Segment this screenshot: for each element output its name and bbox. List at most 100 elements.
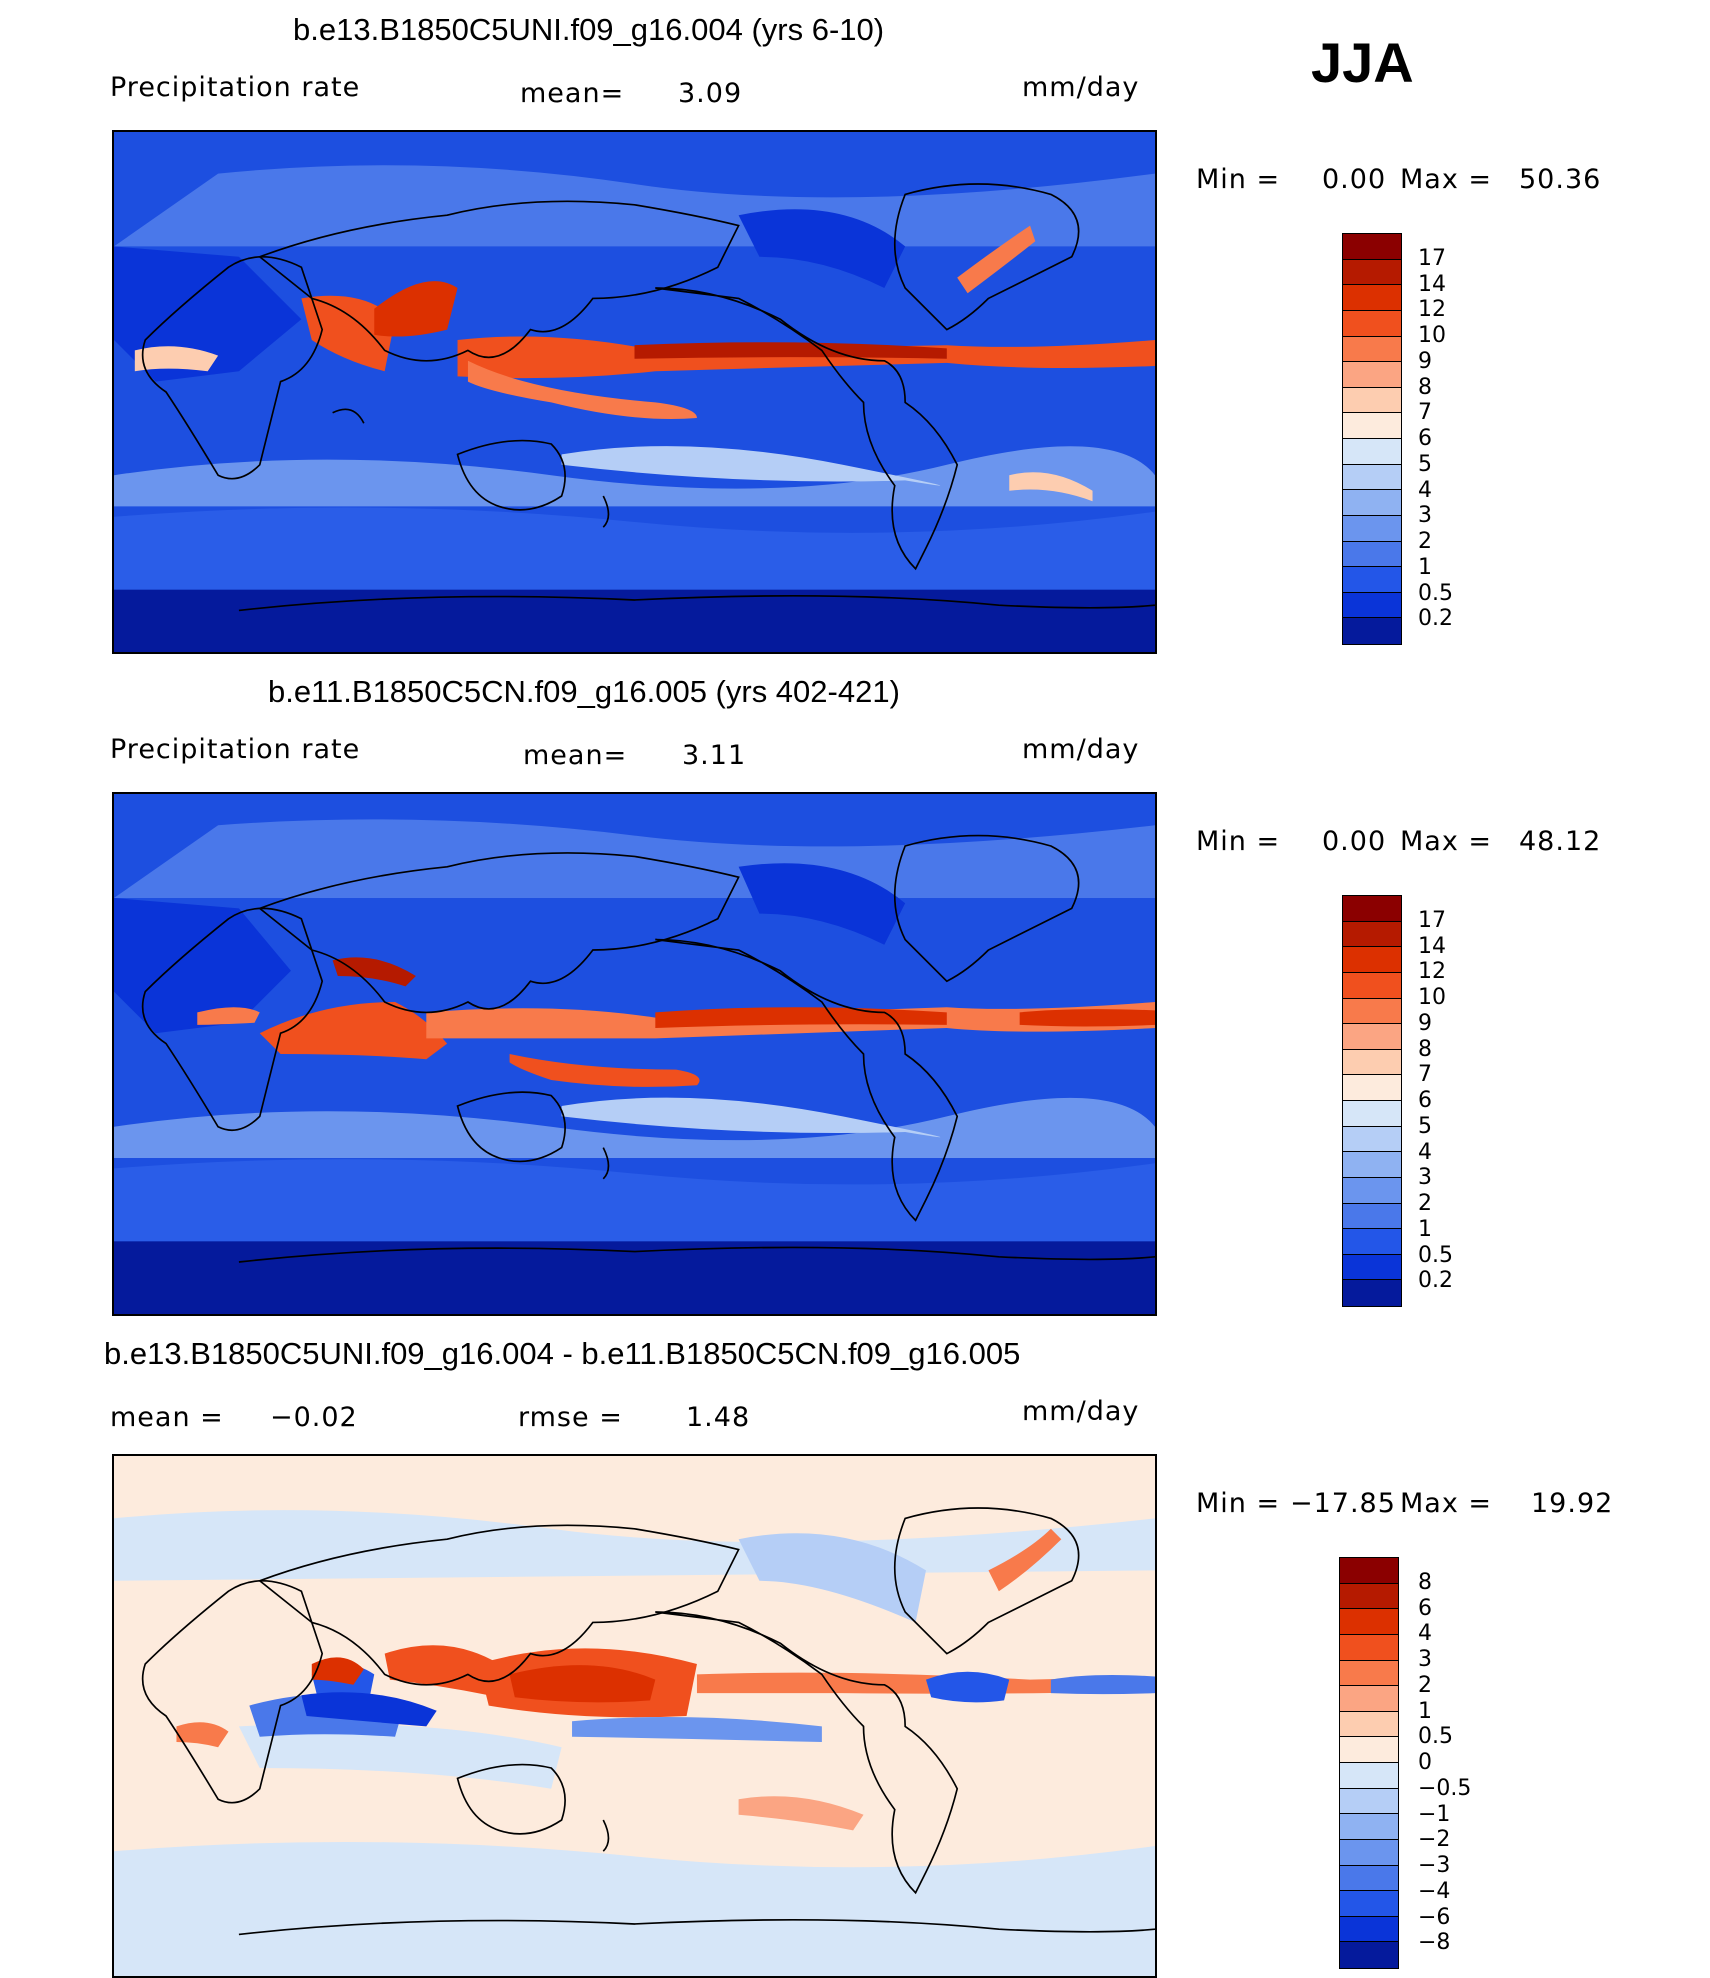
colorbar-swatch <box>1343 259 1401 286</box>
colorbar-swatch <box>1340 1865 1398 1892</box>
colorbar-tick-label: 1 <box>1418 554 1432 580</box>
panel-bottom-mean-label: mean = <box>110 1402 224 1433</box>
colorbar-swatch <box>1340 1686 1398 1712</box>
colorbar-swatch <box>1343 998 1401 1025</box>
panel-bottom-max-value: 19.92 <box>1531 1488 1614 1519</box>
colorbar-swatch <box>1343 336 1401 363</box>
colorbar-tick-label: 10 <box>1418 985 1446 1010</box>
colorbar-tick-label: 2 <box>1418 529 1432 554</box>
colorbar-swatch <box>1340 1891 1398 1917</box>
panel-top-max-label: Max = <box>1400 164 1493 195</box>
panel-middle-min-label: Min = <box>1196 826 1281 857</box>
colorbar-swatch <box>1340 1711 1398 1738</box>
panel-top-mean-label: mean= <box>520 78 625 109</box>
panel-top-title: b.e13.B1850C5UNI.f09_g16.004 (yrs 6-10) <box>293 12 885 47</box>
colorbar-swatch <box>1340 1634 1398 1661</box>
colorbar-tick-label: −4 <box>1418 1878 1451 1904</box>
colorbar-swatch <box>1340 1942 1398 1968</box>
colorbar-tick-label: 0.5 <box>1418 1724 1453 1750</box>
panel-bottom-difference-map <box>112 1454 1157 1978</box>
colorbar-swatch <box>1343 1075 1401 1101</box>
colorbar-tick-label: 6 <box>1418 426 1432 451</box>
season-label: JJA <box>1311 31 1414 94</box>
panel-bottom-min-label: Min = <box>1196 1488 1281 1519</box>
colorbar-tick-label: −1 <box>1418 1801 1451 1827</box>
colorbar-swatch <box>1343 1101 1401 1127</box>
colorbar-swatch <box>1343 310 1401 337</box>
colorbar-tick-label: 14 <box>1418 271 1446 297</box>
colorbar-tick-label: 9 <box>1418 348 1432 374</box>
colorbar-tick-label: −6 <box>1418 1904 1451 1930</box>
panel-bottom-rmse-value: 1.48 <box>686 1402 751 1433</box>
colorbar-swatch <box>1343 972 1401 999</box>
panel-middle-units: mm/day <box>1022 734 1140 765</box>
colorbar-tick-label: 14 <box>1418 933 1446 959</box>
colorbar-tick-label: −8 <box>1418 1930 1451 1956</box>
colorbar-tick-label: 0.5 <box>1418 580 1453 606</box>
colorbar-tick-label: 10 <box>1418 323 1446 348</box>
panel-top-variable: Precipitation rate <box>110 72 361 103</box>
colorbar-tick-label: 3 <box>1418 1165 1432 1191</box>
colorbar-swatch <box>1343 1024 1401 1050</box>
colorbar-swatch <box>1340 1839 1398 1866</box>
colorbar-tick-label: 5 <box>1418 1113 1432 1139</box>
colorbar-swatch <box>1340 1763 1398 1789</box>
panel-middle-min-value: 0.00 <box>1322 826 1387 857</box>
colorbar-swatch <box>1343 618 1401 644</box>
colorbar-swatch <box>1340 1737 1398 1763</box>
colorbar-tick-label: −2 <box>1418 1827 1451 1853</box>
colorbar-swatch <box>1343 285 1401 311</box>
colorbar-tick-label: 3 <box>1418 503 1432 529</box>
panel-middle-precip-map <box>112 792 1157 1316</box>
colorbar-tick-label: 8 <box>1418 1036 1432 1062</box>
colorbar-tick-label: 0.5 <box>1418 1242 1453 1268</box>
colorbar-tick-label: 8 <box>1418 1569 1432 1595</box>
colorbar-tick-label: −3 <box>1418 1853 1451 1878</box>
panel-middle-mean-value: 3.11 <box>682 740 747 771</box>
colorbar-swatch <box>1343 921 1401 948</box>
colorbar-swatch <box>1340 1558 1398 1584</box>
panel-bottom-rmse-label: rmse = <box>518 1402 623 1433</box>
colorbar-tick-label: 1 <box>1418 1216 1432 1242</box>
colorbar-tick-label: 12 <box>1418 297 1446 323</box>
colorbar-swatch <box>1343 567 1401 593</box>
colorbar-tick-label: 2 <box>1418 1191 1432 1216</box>
panel-bottom-min-value: −17.85 <box>1290 1488 1396 1519</box>
panel-bottom-units: mm/day <box>1022 1396 1140 1427</box>
colorbar-swatch <box>1343 1049 1401 1076</box>
colorbar-tick-label: 0.2 <box>1418 1268 1453 1294</box>
colorbar-swatch <box>1340 1788 1398 1815</box>
colorbar-tick-label: 7 <box>1418 400 1432 426</box>
panel-top-precip-map <box>112 130 1157 654</box>
panel-bottom-mean-value: −0.02 <box>270 1402 358 1433</box>
colorbar-swatch <box>1340 1609 1398 1635</box>
panel-middle-variable: Precipitation rate <box>110 734 361 765</box>
colorbar-swatch <box>1343 592 1401 619</box>
colorbar-tick-label: 1 <box>1418 1698 1432 1724</box>
colorbar-swatch <box>1343 1254 1401 1281</box>
colorbar-swatch <box>1343 541 1401 568</box>
colorbar-tick-label: 9 <box>1418 1010 1432 1036</box>
colorbar-tick-label: 7 <box>1418 1062 1432 1088</box>
colorbar-tick-label: 6 <box>1418 1595 1432 1621</box>
colorbar-swatch <box>1340 1916 1398 1943</box>
panel-top-min-value: 0.00 <box>1322 164 1387 195</box>
colorbar-swatch <box>1343 387 1401 414</box>
colorbar-swatch <box>1343 1229 1401 1255</box>
colorbar-swatch <box>1343 515 1401 542</box>
panel-bottom-title: b.e13.B1850C5UNI.f09_g16.004 - b.e11.B18… <box>104 1336 1021 1371</box>
panel-top-colorbar <box>1342 233 1402 645</box>
colorbar-tick-label: 4 <box>1418 477 1432 503</box>
colorbar-tick-label: 5 <box>1418 451 1432 477</box>
colorbar-tick-label: 2 <box>1418 1672 1432 1698</box>
colorbar-swatch <box>1343 896 1401 922</box>
colorbar-swatch <box>1340 1814 1398 1840</box>
colorbar-swatch <box>1343 1177 1401 1204</box>
colorbar-swatch <box>1340 1583 1398 1610</box>
colorbar-tick-label: 0 <box>1418 1750 1432 1775</box>
colorbar-tick-label: −0.5 <box>1418 1775 1472 1801</box>
panel-bottom-max-label: Max = <box>1400 1488 1493 1519</box>
panel-middle-title: b.e11.B1850C5CN.f09_g16.005 (yrs 402-421… <box>268 674 900 709</box>
colorbar-tick-label: 17 <box>1418 245 1446 271</box>
panel-middle-mean-label: mean= <box>523 740 628 771</box>
